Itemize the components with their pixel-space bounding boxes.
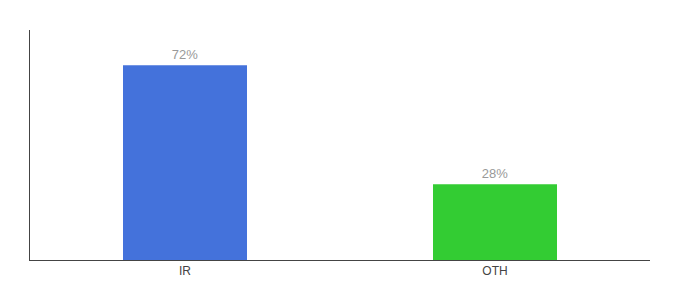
svg-text:72%: 72% [172, 47, 198, 62]
svg-text:IR: IR [179, 264, 191, 278]
svg-text:28%: 28% [482, 166, 508, 181]
svg-text:OTH: OTH [482, 264, 507, 278]
